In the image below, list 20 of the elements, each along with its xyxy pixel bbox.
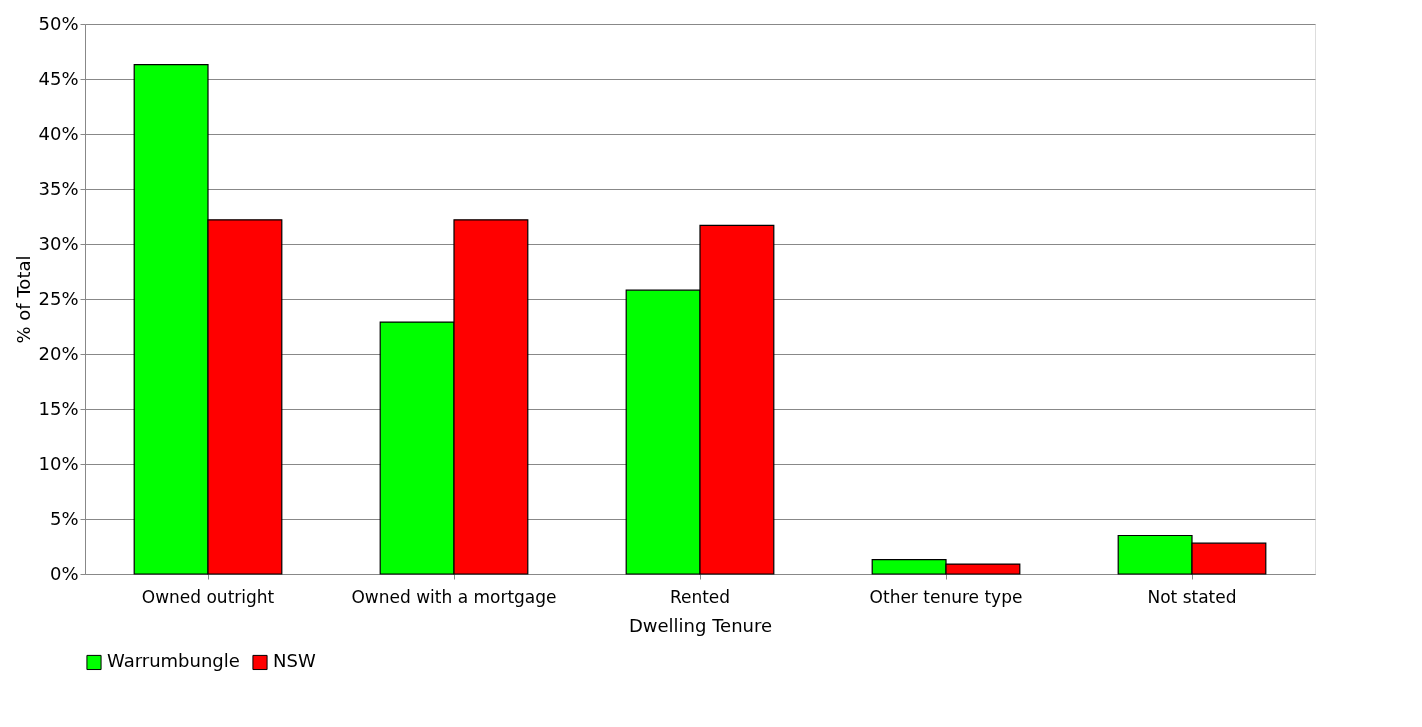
y-tick-label: 40% bbox=[38, 122, 79, 144]
x-tick-label: Not stated bbox=[1147, 586, 1237, 607]
x-tick-label: Owned with a mortgage bbox=[351, 586, 557, 607]
y-tick-label: 5% bbox=[49, 507, 79, 529]
y-tick-label: 15% bbox=[38, 397, 79, 419]
legend-label: NSW bbox=[273, 650, 316, 672]
y-tick-label: 10% bbox=[38, 452, 79, 474]
y-tick-label: 35% bbox=[38, 177, 79, 199]
y-tick-label: 45% bbox=[38, 67, 79, 89]
x-tick-label: Owned outright bbox=[141, 586, 275, 607]
x-tick-label: Other tenure type bbox=[869, 586, 1023, 607]
y-tick-label: 20% bbox=[38, 342, 79, 364]
y-tick-label: 25% bbox=[38, 287, 79, 309]
y-axis-title: % of Total bbox=[13, 255, 35, 344]
legend-label: Warrumbungle bbox=[107, 650, 240, 672]
y-tick-label: 30% bbox=[38, 232, 79, 254]
x-tick-label: Rented bbox=[669, 586, 731, 607]
y-tick-label: 0% bbox=[49, 562, 79, 584]
y-tick-label: 50% bbox=[38, 12, 79, 34]
x-axis-title: Dwelling Tenure bbox=[628, 614, 773, 636]
